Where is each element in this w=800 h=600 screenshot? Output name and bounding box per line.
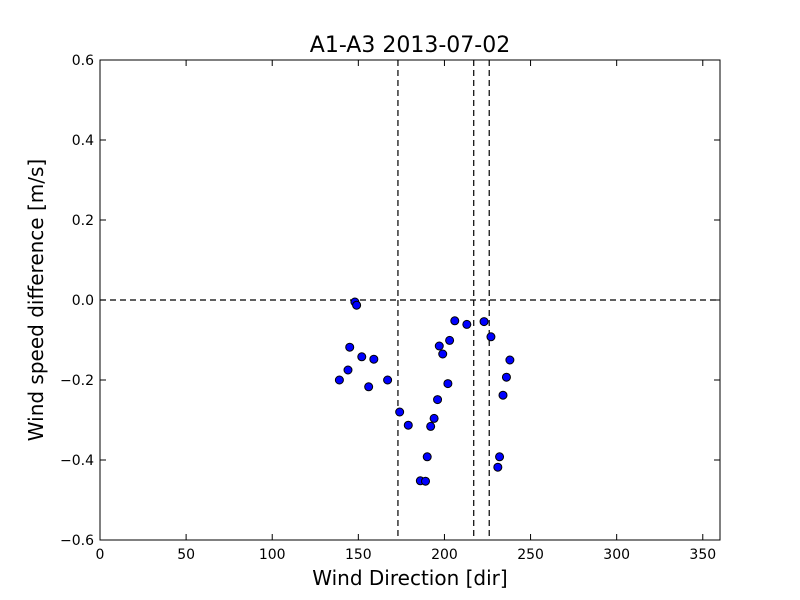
y-tick-label: −0.4: [60, 453, 94, 469]
data-point: [369, 354, 379, 364]
x-tick-label: 100: [259, 547, 286, 563]
data-point: [383, 375, 393, 385]
x-tick-label: 250: [517, 547, 544, 563]
data-point: [357, 352, 367, 362]
data-point: [501, 372, 511, 382]
y-tick-label: −0.2: [60, 373, 94, 389]
x-tick-label: 350: [689, 547, 716, 563]
x-tick-label: 0: [96, 547, 105, 563]
data-point: [403, 420, 413, 430]
data-point: [462, 319, 472, 329]
data-point: [433, 395, 443, 405]
x-axis-ticks: 0 50 100 150 200 250 300 350: [96, 60, 716, 563]
data-point: [334, 375, 344, 385]
chart-title: A1-A3 2013-07-02: [310, 33, 510, 58]
data-point: [505, 355, 515, 365]
data-point: [486, 332, 496, 342]
y-axis-label: Wind speed difference [m/s]: [24, 159, 48, 441]
data-point: [395, 407, 405, 417]
x-tick-label: 50: [177, 547, 195, 563]
data-point: [426, 421, 436, 431]
data-point: [493, 462, 503, 472]
reference-lines: [100, 60, 720, 540]
data-point: [450, 316, 460, 326]
data-point: [443, 379, 453, 389]
y-tick-label: 0.0: [72, 293, 94, 309]
data-point: [479, 317, 489, 327]
data-point: [438, 349, 448, 359]
data-point: [345, 342, 355, 352]
x-tick-label: 300: [603, 547, 630, 563]
x-tick-label: 150: [345, 547, 372, 563]
data-points: [334, 297, 515, 486]
data-point: [422, 452, 432, 462]
y-axis-ticks: −0.6 −0.4 −0.2 0.0 0.2 0.4 0.6: [60, 53, 720, 549]
data-point: [429, 413, 439, 423]
data-point: [495, 452, 505, 462]
data-point: [434, 341, 444, 351]
y-tick-label: 0.2: [72, 213, 94, 229]
y-tick-label: 0.4: [72, 133, 94, 149]
data-point: [343, 365, 353, 375]
y-tick-label: 0.6: [72, 53, 94, 69]
data-point: [421, 476, 430, 486]
x-axis-label: Wind Direction [dir]: [312, 566, 507, 590]
data-point: [445, 335, 455, 345]
x-tick-label: 200: [431, 547, 458, 563]
data-point: [498, 390, 508, 400]
data-point: [364, 382, 374, 392]
y-tick-label: −0.6: [60, 533, 94, 549]
data-point: [352, 300, 362, 310]
